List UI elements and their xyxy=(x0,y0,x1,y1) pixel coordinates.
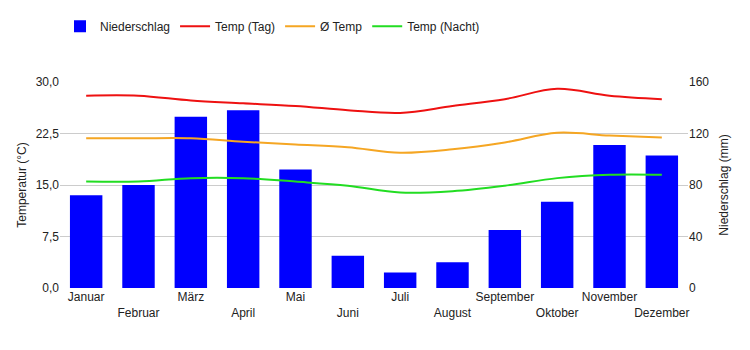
svg-text:Juli: Juli xyxy=(391,290,409,304)
svg-text:160: 160 xyxy=(689,75,709,89)
svg-text:Niederschlag (mm): Niederschlag (mm) xyxy=(717,134,731,235)
svg-text:0: 0 xyxy=(689,281,696,295)
svg-text:15,0: 15,0 xyxy=(36,178,60,192)
svg-text:Oktober: Oktober xyxy=(536,306,579,320)
svg-text:November: November xyxy=(582,290,637,304)
svg-text:Temp (Nacht): Temp (Nacht) xyxy=(407,20,479,34)
svg-text:Januar: Januar xyxy=(68,290,105,304)
svg-text:Februar: Februar xyxy=(117,306,159,320)
svg-text:7,5: 7,5 xyxy=(42,230,59,244)
svg-text:August: August xyxy=(434,306,472,320)
svg-text:30,0: 30,0 xyxy=(36,75,60,89)
svg-text:September: September xyxy=(475,290,534,304)
svg-text:Temp (Tag): Temp (Tag) xyxy=(215,20,275,34)
svg-text:Dezember: Dezember xyxy=(634,306,689,320)
svg-text:April: April xyxy=(231,306,255,320)
svg-text:Niederschlag: Niederschlag xyxy=(100,20,170,34)
svg-text:Ø Temp: Ø Temp xyxy=(320,20,362,34)
svg-text:Mai: Mai xyxy=(286,290,305,304)
svg-text:40: 40 xyxy=(689,230,703,244)
svg-text:120: 120 xyxy=(689,127,709,141)
svg-text:22,5: 22,5 xyxy=(36,127,60,141)
svg-text:80: 80 xyxy=(689,178,703,192)
svg-text:März: März xyxy=(177,290,204,304)
svg-text:Temperatur (°C): Temperatur (°C) xyxy=(15,142,29,227)
svg-text:Juni: Juni xyxy=(337,306,359,320)
svg-text:0,0: 0,0 xyxy=(42,281,59,295)
